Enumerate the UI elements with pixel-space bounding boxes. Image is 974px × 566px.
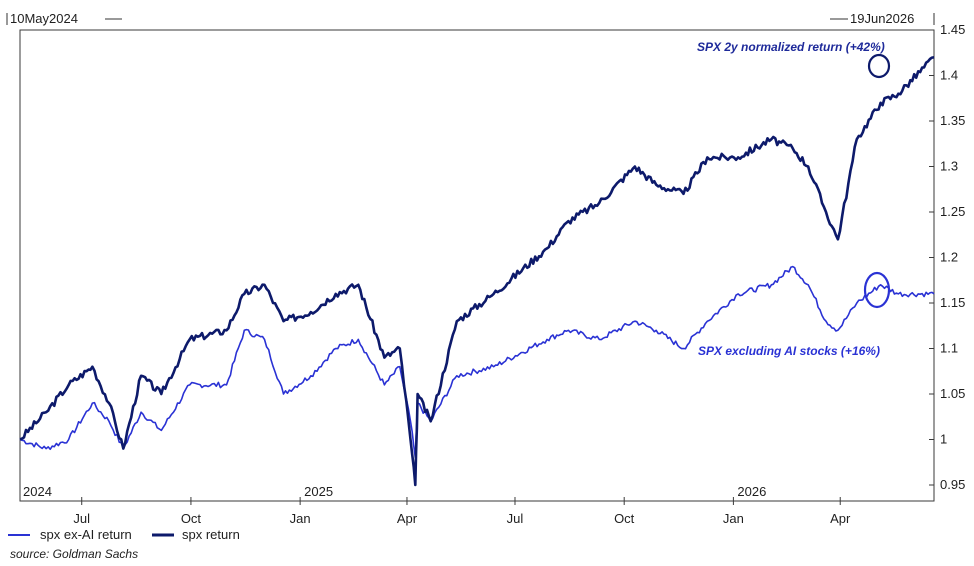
y-tick-label: 1.2 bbox=[940, 250, 958, 265]
x-tick-label: Jul bbox=[507, 511, 524, 526]
x-axis: Jul Oct Jan Apr Jul Oct Jan Apr 2024 2025 2026 bbox=[23, 484, 851, 526]
start-date-label: 10May2024 bbox=[10, 11, 78, 26]
x-tick-label: Apr bbox=[830, 511, 851, 526]
legend: spx ex-AI return spx return bbox=[8, 527, 240, 542]
x-tick-label: Jul bbox=[73, 511, 90, 526]
x-year-label: 2025 bbox=[304, 484, 333, 499]
end-date-label: 19Jun2026 bbox=[850, 11, 914, 26]
exai-annotation: SPX excluding AI stocks (+16%) bbox=[698, 344, 880, 358]
y-tick-label: 1.45 bbox=[940, 22, 965, 37]
legend-label-exai: spx ex-AI return bbox=[40, 527, 132, 542]
x-tick-label: Jan bbox=[290, 511, 311, 526]
y-tick-label: 1.1 bbox=[940, 341, 958, 356]
legend-label-spx: spx return bbox=[182, 527, 240, 542]
y-tick-label: 1 bbox=[940, 432, 947, 447]
x-tick-label: Oct bbox=[614, 511, 635, 526]
y-tick-label: 1.4 bbox=[940, 68, 958, 83]
spx-annotation: SPX 2y normalized return (+42%) bbox=[697, 40, 885, 54]
y-tick-label: 1.15 bbox=[940, 295, 965, 310]
annotations: SPX 2y normalized return (+42%) SPX excl… bbox=[697, 40, 891, 358]
y-tick-label: 1.05 bbox=[940, 386, 965, 401]
source-note: source: Goldman Sachs bbox=[10, 547, 138, 561]
spx-endpoint-circle bbox=[867, 53, 891, 79]
x-tick-label: Oct bbox=[181, 511, 202, 526]
series-line-spx-ex-ai bbox=[19, 265, 935, 459]
x-tick-label: Apr bbox=[397, 511, 418, 526]
x-year-label: 2024 bbox=[23, 484, 52, 499]
y-tick-label: 1.35 bbox=[940, 113, 965, 128]
plot-frame bbox=[19, 29, 935, 502]
x-tick-label: Jan bbox=[723, 511, 744, 526]
y-tick-label: 1.3 bbox=[940, 159, 958, 174]
y-axis: 1.45 1.4 1.35 1.3 1.25 1.2 1.15 1.1 1.05 1 0.95 bbox=[929, 22, 965, 492]
y-tick-label: 0.95 bbox=[940, 477, 965, 492]
series-line-spx bbox=[19, 56, 935, 487]
series-lines bbox=[19, 56, 935, 487]
date-range-markers: 10May2024 19Jun2026 bbox=[6, 11, 935, 26]
x-year-label: 2026 bbox=[737, 484, 766, 499]
exai-endpoint-circle bbox=[863, 271, 891, 309]
y-tick-label: 1.25 bbox=[940, 204, 965, 219]
